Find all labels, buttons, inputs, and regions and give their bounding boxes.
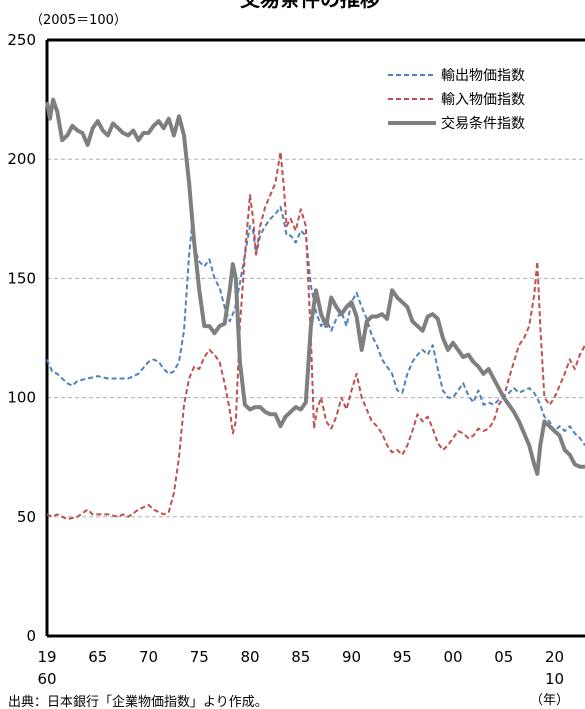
- grid-lines: [47, 158, 585, 518]
- legend-label-2: 交易条件指数: [441, 115, 525, 132]
- x-tick-label: 75: [190, 648, 209, 666]
- x-tick-label: 05: [494, 648, 513, 666]
- y-tick-label: 150: [7, 269, 36, 287]
- x-tick-label: 20: [545, 648, 564, 666]
- y-tick-label: 100: [7, 389, 36, 407]
- x-tick-label: 85: [291, 648, 310, 666]
- x-tick-labels: 19 60 65 70 75 80 85 90 95 00 05 20 10: [37, 648, 564, 688]
- x-tick-label-line2: 60: [37, 670, 56, 688]
- x-tick-label-line2: 10: [545, 670, 564, 688]
- y-tick-label: 200: [7, 150, 36, 168]
- chart-title: 交易条件の推移: [240, 0, 380, 11]
- legend-label-0: 輸出物価指数: [441, 68, 525, 84]
- series-line-0: [46, 205, 585, 446]
- x-axis-unit-label: （年）: [530, 693, 569, 708]
- y-tick-labels: 0 50 100 150 200 250: [7, 31, 36, 645]
- source-note: 出典：日本銀行「企業物価指数」より作成。: [8, 694, 268, 709]
- axes: [45, 38, 585, 638]
- series-line-1: [46, 151, 585, 521]
- y-tick-label: 0: [26, 627, 36, 645]
- x-tick-label: 65: [88, 648, 107, 666]
- legend-label-1: 輸入物価指数: [441, 92, 525, 108]
- x-tick-label: 00: [443, 648, 462, 666]
- y-tick-label: 50: [17, 508, 36, 526]
- series-line-2: [45, 97, 585, 476]
- x-tick-label: 95: [393, 648, 412, 666]
- x-tick-label: 19: [37, 648, 56, 666]
- x-tick-label: 80: [240, 648, 259, 666]
- x-tick-label: 70: [139, 648, 158, 666]
- y-axis-unit-label: （2005＝100）: [30, 13, 127, 28]
- series-lines: [45, 97, 585, 521]
- x-tick-label: 90: [342, 648, 361, 666]
- y-tick-label: 250: [7, 31, 36, 49]
